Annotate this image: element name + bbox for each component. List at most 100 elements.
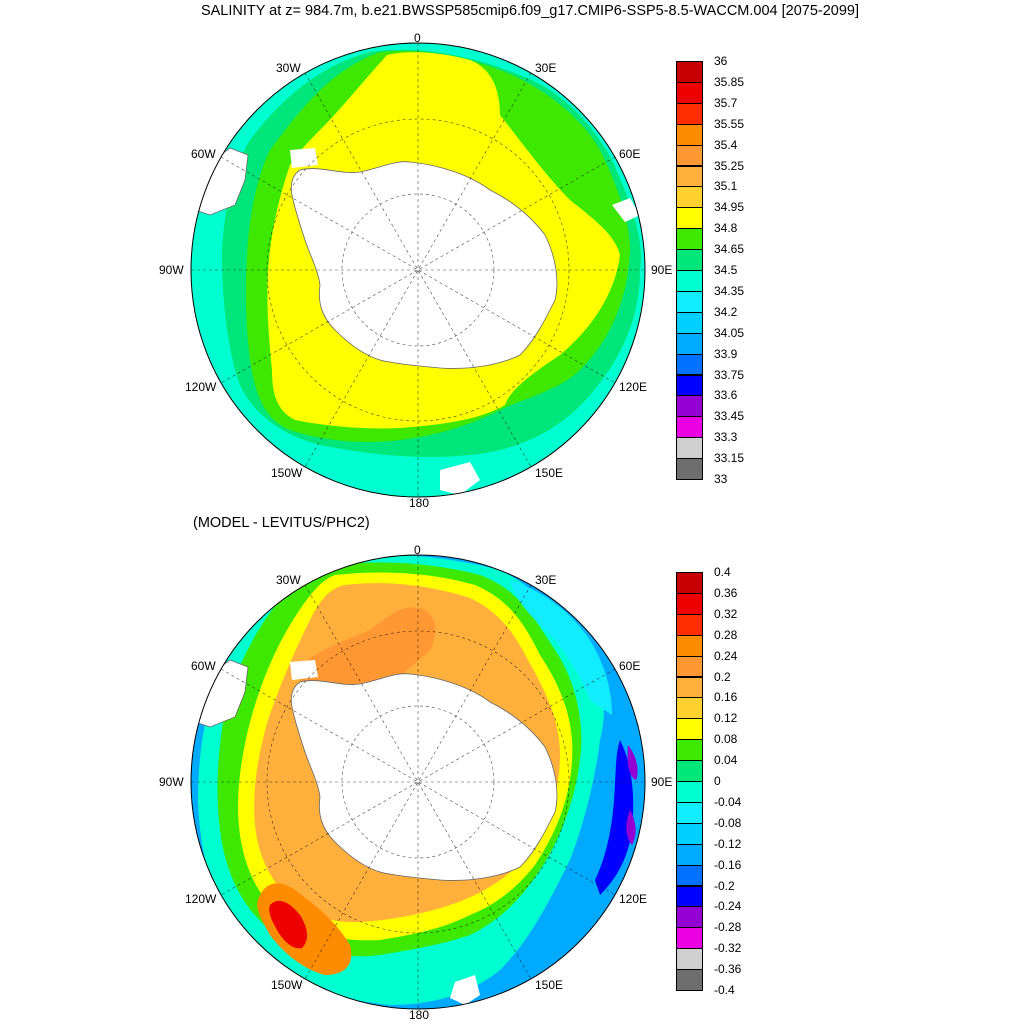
- colorbar-salinity-tick-label: 33.6: [714, 388, 738, 403]
- colorbar-difference-swatch: [676, 906, 703, 929]
- label-90w-bottom: 90W: [159, 775, 184, 789]
- colorbar-difference-swatch: [676, 634, 703, 657]
- label-0: 0: [414, 31, 421, 45]
- colorbar-difference-swatch: [676, 697, 703, 720]
- label-180: 180: [409, 496, 430, 510]
- colorbar-difference-tick-label: -0.16: [714, 857, 742, 872]
- colorbar-difference-swatch: [676, 843, 703, 866]
- colorbar-salinity-tick-label: 35.7: [714, 95, 738, 110]
- colorbar-salinity-tick-label: 34.65: [714, 242, 745, 257]
- label-30w-bottom: 30W: [276, 573, 301, 587]
- colorbar-salinity-tick-label: 35.1: [714, 179, 738, 194]
- colorbar-difference-tick-label: 0.24: [714, 648, 738, 663]
- colorbar-difference-tick-label: -0.12: [714, 836, 742, 851]
- colorbar-salinity-swatch: [676, 458, 703, 480]
- label-90e: 90E: [651, 263, 673, 277]
- colorbar-salinity-tick-label: 35.4: [714, 137, 738, 152]
- colorbar-salinity-tick-label: 33.75: [714, 367, 745, 382]
- colorbar-difference-swatch: [676, 718, 703, 741]
- colorbar-salinity-tick-label: 33: [714, 472, 728, 486]
- label-30e: 30E: [535, 61, 557, 75]
- colorbar-difference: 0.4 0.36 0.32 0.28 0.24 0.2 0.16 0.12 0.08 0.04 0 -…: [676, 566, 741, 996]
- colorbar-salinity-swatch: [676, 437, 703, 460]
- difference-subtitle: (MODEL - LEVITUS/PHC2): [193, 515, 370, 531]
- salinity-difference-map: [190, 554, 646, 1010]
- label-60e-bottom: 60E: [619, 659, 641, 673]
- colorbar-salinity-tick-label: 34.05: [714, 325, 745, 340]
- colorbar-difference-tick-label: -0.4: [714, 983, 735, 997]
- label-0-bottom: 0: [414, 543, 421, 557]
- colorbar-salinity-tick-label: 35.25: [714, 158, 745, 173]
- colorbar-salinity-swatch: [676, 311, 703, 334]
- label-150e-bottom: 150E: [535, 978, 564, 992]
- colorbar-difference-tick-label: 0.12: [714, 711, 738, 726]
- colorbar-salinity-tick-label: 33.9: [714, 346, 738, 361]
- colorbar-salinity-swatch: [676, 374, 703, 397]
- colorbar-difference-swatch: [676, 760, 703, 782]
- colorbar-difference-tick-label: -0.28: [714, 920, 742, 935]
- label-60w-bottom: 60W: [191, 659, 216, 673]
- colorbar-difference-tick-label: 0.2: [714, 669, 731, 684]
- colorbar-salinity-swatch: [676, 228, 703, 251]
- colorbar-salinity-tick-label: 35.85: [714, 74, 745, 89]
- label-180-bottom: 180: [409, 1008, 430, 1022]
- colorbar-salinity-swatch: [676, 186, 703, 209]
- colorbar-salinity-swatch: [676, 144, 703, 167]
- label-120w-bottom: 120W: [185, 892, 217, 906]
- colorbar-difference-tick-label: 0.08: [714, 732, 738, 747]
- colorbar-salinity-tick-label: 34.5: [714, 263, 738, 277]
- colorbar-salinity-tick-label: 36: [714, 54, 728, 68]
- label-120e: 120E: [619, 380, 648, 394]
- map-title: SALINITY at z= 984.7m, b.e21.BWSSP585cmi…: [200, 3, 860, 19]
- colorbar-salinity-tick-label: 34.2: [714, 304, 738, 319]
- colorbar-salinity-swatch: [676, 165, 703, 188]
- label-120w: 120W: [185, 380, 217, 394]
- colorbar-salinity-tick-label: 34.95: [714, 200, 745, 215]
- colorbar-difference-swatch: [676, 572, 703, 594]
- colorbar-difference-tick-label: 0.16: [714, 690, 738, 705]
- colorbar-salinity-tick-label: 35.55: [714, 116, 745, 131]
- colorbar-difference-tick-label: -0.2: [714, 878, 735, 893]
- colorbar-salinity: 36 35.85 35.7 35.55 35.4 35.25 35.1 34.95 34.8 34…: [676, 55, 744, 485]
- label-60e: 60E: [619, 147, 641, 161]
- colorbar-salinity-tick-label: 33.3: [714, 430, 738, 445]
- colorbar-difference-swatch: [676, 801, 703, 824]
- colorbar-difference-swatch: [676, 969, 703, 991]
- colorbar-difference-tick-label: -0.36: [714, 962, 742, 977]
- colorbar-difference-swatch: [676, 592, 703, 615]
- colorbar-difference-tick-label: -0.08: [714, 815, 742, 830]
- colorbar-difference-swatch: [676, 655, 703, 678]
- colorbar-difference-tick-label: 0: [714, 774, 721, 788]
- colorbar-salinity-swatch: [676, 61, 703, 83]
- colorbar-salinity-swatch: [676, 416, 703, 439]
- label-90e-bottom: 90E: [651, 775, 673, 789]
- colorbar-salinity-swatch: [676, 332, 703, 355]
- colorbar-difference-swatch: [676, 613, 703, 636]
- colorbar-difference-swatch: [676, 676, 703, 699]
- colorbar-difference-tick-label: 0.04: [714, 753, 738, 768]
- label-30e-bottom: 30E: [535, 573, 557, 587]
- label-30w: 30W: [276, 61, 301, 75]
- colorbar-difference-swatch: [676, 927, 703, 950]
- colorbar-salinity-tick-label: 33.45: [714, 409, 745, 424]
- colorbar-difference-swatch: [676, 739, 703, 762]
- colorbar-salinity-swatch: [676, 123, 703, 146]
- label-150e: 150E: [535, 466, 564, 480]
- colorbar-salinity-tick-label: 34.35: [714, 283, 745, 298]
- colorbar-salinity-swatch: [676, 395, 703, 418]
- colorbar-salinity-tick-label: 33.15: [714, 451, 745, 466]
- colorbar-salinity-swatch: [676, 81, 703, 104]
- label-150w-bottom: 150W: [271, 978, 303, 992]
- label-150w: 150W: [271, 466, 303, 480]
- colorbar-difference-swatch: [676, 822, 703, 845]
- label-60w: 60W: [191, 147, 216, 161]
- colorbar-difference-swatch: [676, 781, 703, 803]
- colorbar-salinity-swatch: [676, 290, 703, 313]
- colorbar-difference-tick-label: -0.24: [714, 899, 742, 914]
- colorbar-difference-tick-label: 0.28: [714, 627, 738, 642]
- colorbar-difference-tick-label: -0.32: [714, 941, 742, 956]
- colorbar-salinity-swatch: [676, 207, 703, 230]
- salinity-map: [190, 42, 646, 498]
- colorbar-salinity-swatch: [676, 102, 703, 125]
- colorbar-difference-tick-label: 0.36: [714, 585, 738, 600]
